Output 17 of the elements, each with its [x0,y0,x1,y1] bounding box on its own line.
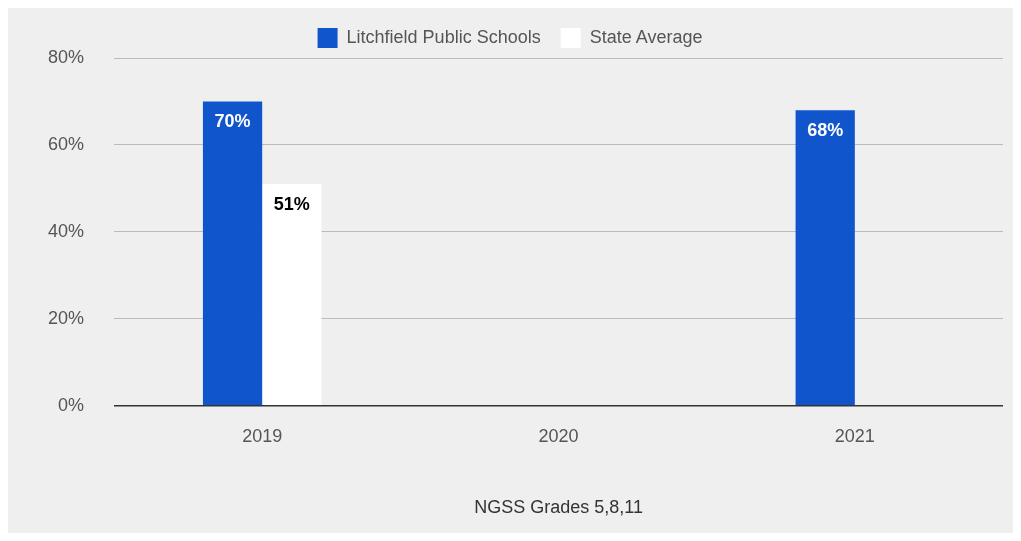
y-tick-label: 80% [48,46,85,67]
bar [262,184,322,406]
x-tick-label: 2019 [242,425,283,446]
y-tick-label: 40% [48,220,85,241]
x-tick-label: 2021 [834,425,875,446]
x-axis-title: NGSS Grades 5,8,11 [474,497,643,518]
legend-label: State Average [589,26,703,47]
y-tick-label: 0% [58,394,85,415]
y-tick-label: 60% [48,133,85,154]
y-tick-label: 20% [48,307,85,328]
legend-label: Litchfield Public Schools [346,26,541,47]
data-label: 68% [807,120,844,141]
x-tick-label: 2020 [538,425,579,446]
data-label: 70% [214,111,251,132]
bar [795,110,855,406]
bar [202,101,263,406]
data-label: 51% [273,194,310,215]
